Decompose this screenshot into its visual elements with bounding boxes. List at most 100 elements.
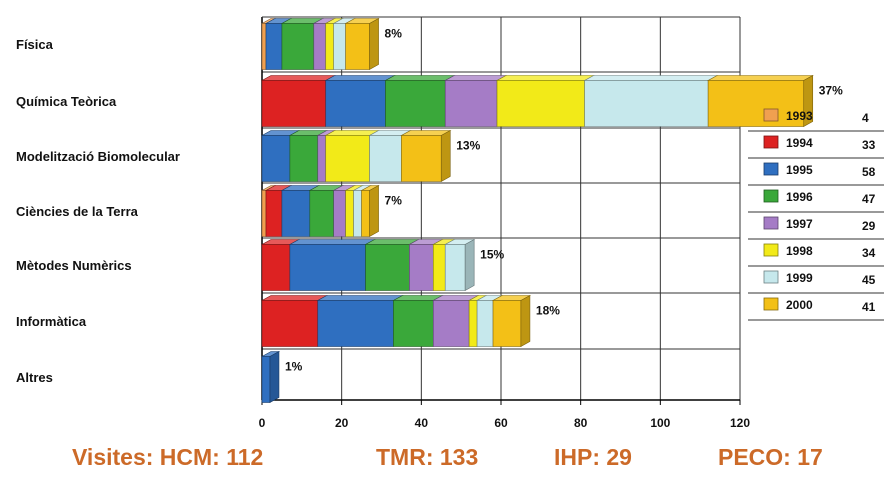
bar-side-face [269, 350, 280, 404]
bar-segment-1997 [333, 190, 346, 237]
footer-tmr: TMR: 133 [376, 444, 479, 470]
legend-swatch [763, 270, 779, 284]
bar-segment-1995 [289, 244, 366, 291]
legend-value: 58 [862, 165, 876, 179]
legend-label: 2000 [786, 298, 813, 312]
percent-label: 1% [285, 360, 303, 374]
legend-label: 1997 [786, 217, 813, 231]
x-tick-label: 60 [494, 416, 508, 430]
legend-label: 1999 [786, 271, 813, 285]
bar-side-face [440, 129, 451, 183]
bar-segment-1999 [476, 300, 494, 347]
x-tick-label: 120 [730, 416, 750, 430]
legend-value: 34 [862, 246, 876, 260]
legend-swatch [763, 135, 779, 149]
legend-value: 29 [862, 219, 876, 233]
bar-segment-2000 [707, 80, 805, 127]
bar-segment-1999 [333, 23, 346, 70]
category-label: Mètodes Numèrics [16, 258, 132, 273]
bar-side-face [803, 74, 814, 128]
legend-swatch [763, 189, 779, 203]
bars-layer [260, 17, 814, 404]
footer-peco: PECO: 17 [718, 444, 823, 470]
legend-swatch [763, 297, 779, 311]
bar-segment-1995 [261, 135, 291, 182]
bar-segment-2000 [345, 23, 370, 70]
bar-segment-1997 [432, 300, 470, 347]
legend: 1993 4 1994 33 1995 58 1996 47 1997 29 1998 34 1999 4… [748, 108, 884, 321]
bar-segment-1994 [265, 190, 283, 237]
percent-label: 13% [456, 139, 480, 153]
percent-label: 18% [536, 304, 560, 318]
footer-ihp: IHP: 29 [554, 444, 632, 470]
bar-segment-1997 [409, 244, 434, 291]
bar-top-1995 [316, 295, 404, 301]
legend-swatch [763, 243, 779, 257]
category-label: Altres [16, 370, 53, 385]
bar-segment-1998 [345, 190, 354, 237]
bar-segment-1994 [261, 300, 319, 347]
bar-segment-1996 [309, 190, 334, 237]
percent-label: 7% [385, 194, 403, 208]
legend-value: 41 [862, 300, 876, 314]
bar-segment-2000 [361, 190, 370, 237]
legend-label: 1995 [786, 163, 813, 177]
legend-value: 45 [862, 273, 876, 287]
bar-segment-1998 [325, 135, 370, 182]
x-tick-label: 80 [574, 416, 588, 430]
bar-segment-1995 [325, 80, 386, 127]
category-label: Física [16, 37, 54, 52]
legend-swatch [763, 162, 779, 176]
bar-segment-1996 [289, 135, 319, 182]
bar-segment-1998 [496, 80, 585, 127]
bar-segment-1994 [261, 80, 327, 127]
x-tick-label: 40 [415, 416, 429, 430]
footer-visits-hcm: Visites: HCM: 112 [72, 444, 264, 470]
bar-top-2000 [706, 75, 814, 81]
bar-segment-1995 [281, 190, 311, 237]
percent-label: 15% [480, 248, 504, 262]
x-tick-label: 0 [259, 416, 266, 430]
x-tick-label: 20 [335, 416, 349, 430]
percent-label: 37% [819, 84, 843, 98]
legend-label: 1994 [786, 136, 813, 150]
bar-segment-1999 [369, 135, 402, 182]
bar-top-1996 [384, 75, 456, 81]
footer-stats: Visites: HCM: 112 TMR: 133 IHP: 29 PECO:… [0, 444, 884, 480]
legend-label: 1993 [786, 109, 813, 123]
bar-segment-2000 [401, 135, 442, 182]
bar-segment-1998 [468, 300, 478, 347]
bar-segment-1998 [432, 244, 446, 291]
bar-segment-1995 [265, 23, 283, 70]
bar-segment-1993 [261, 23, 267, 70]
bar-side-face [369, 17, 379, 71]
bar-segment-2000 [492, 300, 522, 347]
category-label: Modelització Biomolecular [16, 149, 180, 164]
legend-value: 4 [862, 111, 869, 125]
legend-swatch [763, 216, 779, 230]
percent-label: 8% [385, 27, 403, 41]
bar-segment-1996 [385, 80, 446, 127]
labels-layer: 0 20 40 60 80 100 120 Física 8% Química Teòrica 37… [16, 27, 843, 431]
bar-segment-1997 [444, 80, 498, 127]
bar-segment-1997 [317, 135, 327, 182]
bar-top-1994 [260, 295, 328, 301]
legend-label: 1998 [786, 244, 813, 258]
bar-segment-1999 [353, 190, 362, 237]
category-label: Ciències de la Terra [16, 204, 139, 219]
bar-top-1995 [288, 239, 376, 245]
bar-segment-1996 [393, 300, 434, 347]
stacked-bar-chart: 0 20 40 60 80 100 120 Física 8% Química Teòrica 37… [16, 16, 884, 431]
category-label: Informàtica [16, 314, 87, 329]
bar-segment-1997 [313, 23, 327, 70]
bar-top-1998 [495, 75, 595, 81]
bar-segment-1994 [261, 244, 291, 291]
bar-side-face [520, 294, 531, 348]
legend-value: 33 [862, 138, 876, 152]
bar-segment-1995 [317, 300, 394, 347]
bar-segment-1996 [365, 244, 410, 291]
legend-swatch [763, 108, 779, 122]
bar-top-1995 [324, 75, 396, 81]
bar-segment-1996 [281, 23, 315, 70]
bar-segment-1999 [584, 80, 709, 127]
